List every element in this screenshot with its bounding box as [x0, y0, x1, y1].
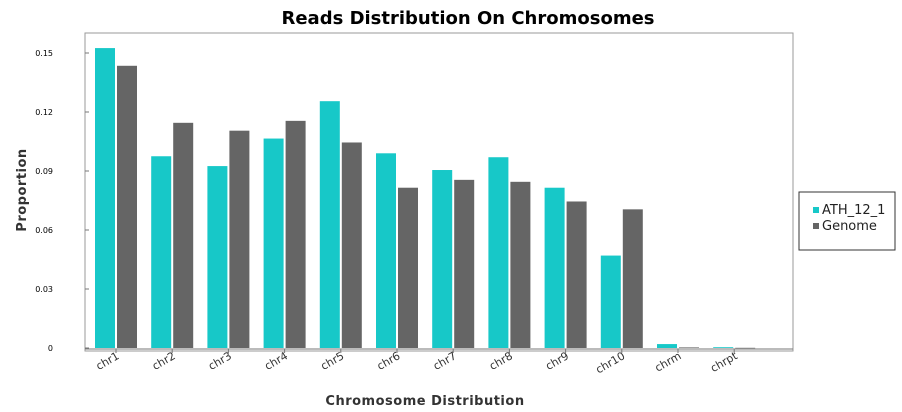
x-tick-label: chr4	[262, 349, 290, 373]
bar-ath-12-1-chr9	[544, 187, 565, 348]
x-tick-label: chr3	[206, 349, 234, 373]
legend-box	[798, 191, 896, 251]
bar-genome-chr8	[510, 181, 531, 348]
y-tick-label: 0	[48, 344, 53, 353]
bar-genome-chr4	[285, 120, 306, 348]
y-tick-label: 0.03	[35, 285, 53, 294]
legend-swatch	[813, 207, 819, 213]
bar-genome-chr5	[341, 142, 362, 348]
x-tick-label: chr8	[487, 349, 515, 373]
bars-group	[95, 48, 756, 349]
y-axis-label: Proportion	[15, 148, 30, 231]
bar-ath-12-1-chr8	[488, 157, 509, 348]
bar-ath-12-1-chr1	[95, 48, 115, 348]
x-axis: chr1 chr2 chr3 chr4 chr5 chr6 chr7 chr8 chr9 chr1…	[85, 348, 793, 376]
y-tick-label: 0.12	[35, 108, 53, 117]
bar-ath-12-1-chr10	[600, 255, 621, 348]
x-tick-label: chr1	[94, 349, 122, 373]
bar-genome-chrpt	[735, 347, 756, 349]
x-tick-label: chr2	[150, 349, 178, 373]
legend-swatch	[813, 223, 819, 229]
x-tick-label: chrpt	[708, 349, 740, 375]
x-tick-label: chr6	[375, 349, 403, 373]
x-tick-label: chr5	[319, 349, 347, 373]
y-tick-label: 0.15	[35, 49, 53, 58]
chart-title: Reads Distribution On Chromosomes	[281, 8, 654, 29]
bar-ath-12-1-chr5	[319, 101, 340, 348]
bar-ath-12-1-chrm	[657, 344, 677, 348]
bar-genome-chr7	[454, 179, 475, 348]
x-tick-label: chr9	[543, 349, 571, 373]
bar-genome-chr1	[117, 65, 137, 349]
bar-genome-chrm	[679, 347, 699, 348]
legend-label: ATH_12_1	[822, 203, 885, 218]
bar-ath-12-1-chr3	[207, 166, 228, 348]
bar-ath-12-1-chr7	[432, 170, 453, 348]
y-tick-label: 0.06	[35, 226, 53, 235]
bar-ath-12-1-chrpt	[713, 347, 734, 348]
bar-genome-chr2	[173, 122, 194, 348]
x-tick-label: chrm	[653, 349, 684, 374]
x-tick-label: chr10	[593, 349, 627, 376]
bar-genome-chr10	[622, 209, 643, 348]
bar-ath-12-1-chr2	[151, 156, 172, 348]
bar-ath-12-1-chr6	[376, 153, 396, 348]
legend-label: Genome	[822, 219, 877, 234]
bar-genome-chr3	[229, 130, 250, 348]
y-axis: 0 0.03 0.06 0.09 0.12 0.15	[35, 49, 89, 353]
x-tick-label: chr7	[431, 349, 459, 373]
bar-genome-chr6	[398, 187, 418, 348]
bar-ath-12-1-chr4	[263, 138, 284, 348]
bar-genome-chr9	[566, 201, 587, 348]
x-axis-label: Chromosome Distribution	[325, 394, 524, 409]
y-tick-label: 0.09	[35, 167, 53, 176]
